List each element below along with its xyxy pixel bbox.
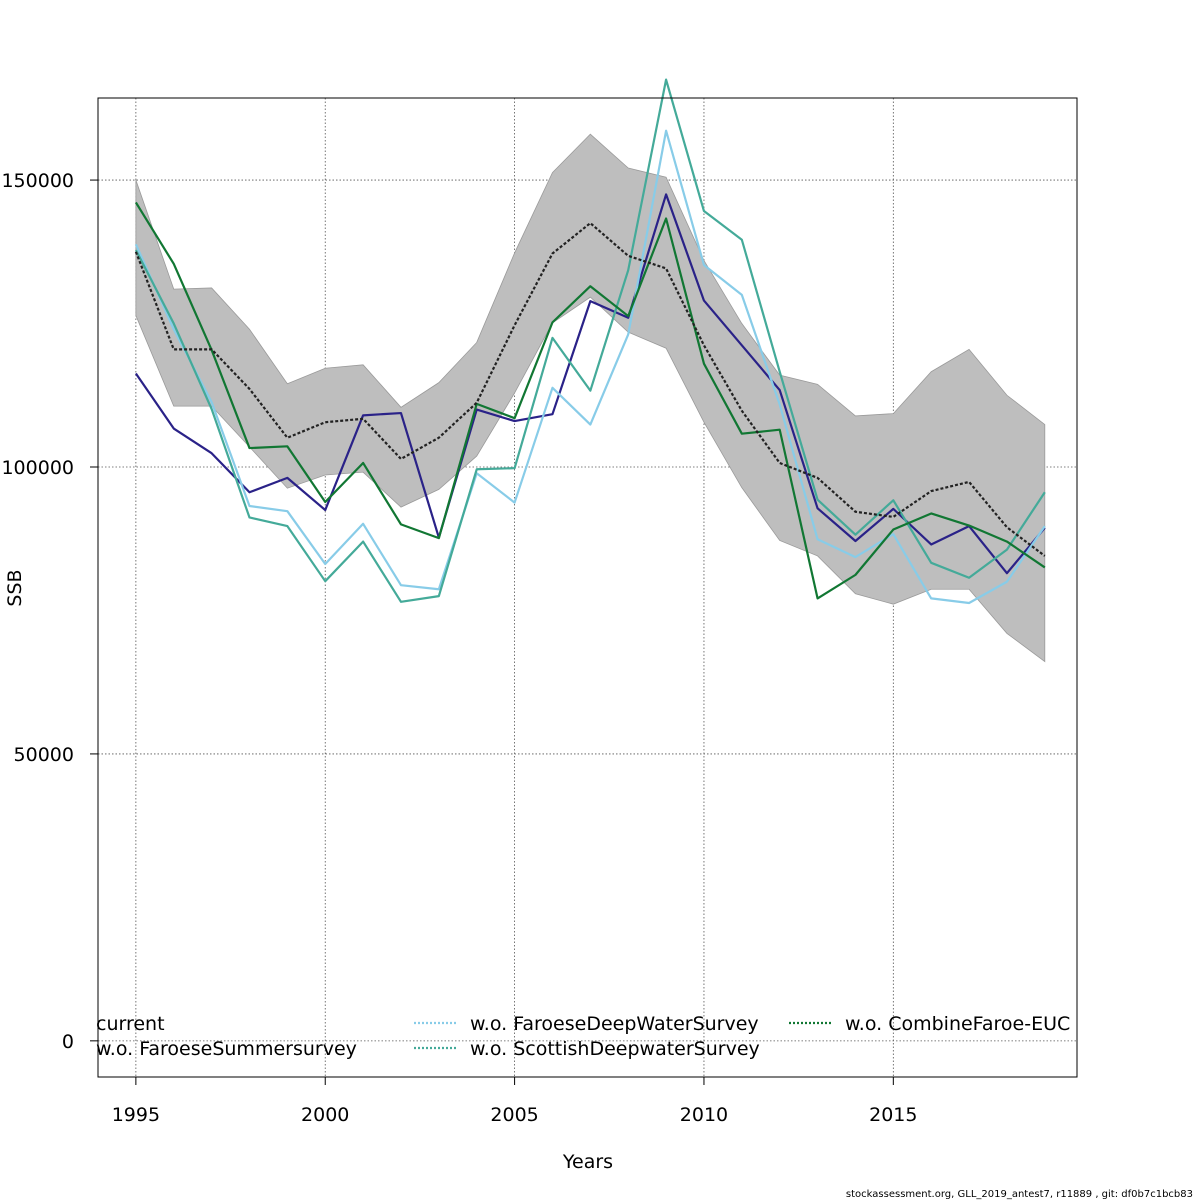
x-axis-label: Years <box>562 1151 613 1173</box>
legend-label-w-o-faroesedeepwatersurvey: w.o. FaroeseDeepWaterSurvey <box>470 1013 759 1035</box>
legend: current w.o. FaroeseSummersurvey w.o. Faro… <box>96 1013 1070 1060</box>
legend-label-w-o-faroesesummersurvey: w.o. FaroeseSummersurvey <box>96 1038 357 1060</box>
x-tick-label-2015: 2015 <box>869 1104 917 1126</box>
x-axis-ticks: 1995 2000 2005 2010 2015 <box>112 1077 917 1126</box>
x-tick-label-1995: 1995 <box>112 1104 160 1126</box>
y-tick-label-150000: 150000 <box>1 170 74 192</box>
x-tick-label-2000: 2000 <box>301 1104 349 1126</box>
legend-label-w-o-combinefaroe-euc: w.o. CombineFaroe-EUC <box>845 1013 1070 1035</box>
series-line-w-o-scottishdeepwatersurvey <box>134 78 1046 603</box>
x-tick-label-2010: 2010 <box>680 1104 728 1126</box>
y-axis-label: SSB <box>4 569 26 606</box>
series-line-w-o-combinefaroe-euc <box>134 201 1046 600</box>
legend-label-current: current <box>96 1013 165 1035</box>
series-line-w-o-faroesesummersurvey <box>134 193 1046 575</box>
series-lines <box>134 78 1046 605</box>
footer-credit: stockassessment.org, GLL_2019_antest7, r… <box>846 1189 1193 1200</box>
plot-frame <box>97 97 1078 1078</box>
series-line-w-o-faroesedeepwatersurvey <box>134 129 1046 605</box>
y-tick-label-100000: 100000 <box>1 457 74 479</box>
confidence-band-area <box>135 133 1046 663</box>
legend-label-w-o-scottishdeepwatersurvey: w.o. ScottishDeepwaterSurvey <box>470 1038 760 1060</box>
y-axis-ticks: 0 50000 100000 150000 <box>1 170 98 1053</box>
y-tick-label-0: 0 <box>62 1031 74 1053</box>
y-tick-label-50000: 50000 <box>14 744 74 766</box>
x-tick-label-2005: 2005 <box>490 1104 538 1126</box>
confidence-band <box>135 133 1046 663</box>
